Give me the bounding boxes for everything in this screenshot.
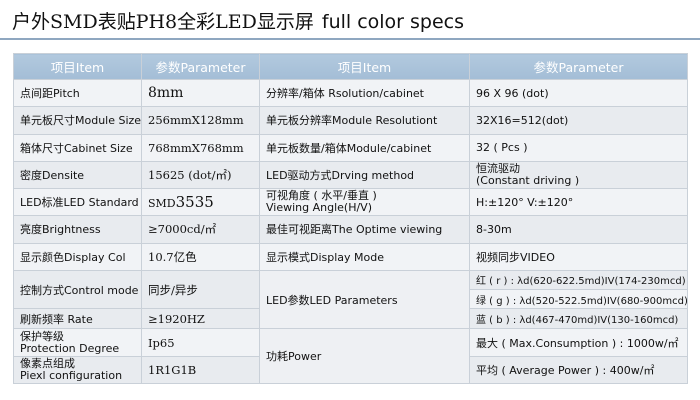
- item-resolution-cabinet: 分辨率/箱体 Rsolution/cabinet: [259, 78, 470, 108]
- item-module-per-cabinet: 单元板数量/箱体Module/cabinet: [259, 133, 470, 162]
- item-protection-degree: 保护等级 Protection Degree: [13, 328, 142, 357]
- value-led-standard: SMD3535: [141, 188, 260, 217]
- item-display-color: 显示颜色Display Col: [13, 242, 142, 271]
- value-control-mode: 同步/异步: [141, 269, 260, 310]
- item-driving-method: LED驱动方式Drving method: [259, 160, 470, 190]
- value-led-blue: 蓝 ( b ) : λd(467-470md)IV(130-160mcd): [469, 308, 688, 330]
- item-viewing-angle-en: Viewing Angle(H/V): [266, 201, 372, 215]
- item-pixel-configuration-en: Piexl configuration: [20, 368, 123, 382]
- item-brightness: 亮度Brightness: [13, 215, 142, 244]
- item-protection-degree-en: Protection Degree: [20, 341, 120, 355]
- item-pitch: 点间距Pitch: [13, 78, 142, 108]
- item-viewing-distance: 最佳可视距离The Optime viewing: [259, 215, 470, 244]
- table-header-row: 项目Item 参数Parameter 项目Item 参数Parameter: [13, 53, 688, 80]
- table-row: 刷新频率 Rate ≥1920HZ 蓝 ( b ) : λd(467-470md…: [13, 308, 688, 330]
- value-led-red: 红 ( r ) : λd(620-622.5md)IV(174-230mcd): [469, 269, 688, 291]
- table-row: 单元板尺寸Module Size 256mmX128mm 单元板分辨率Modul…: [13, 106, 688, 135]
- title-divider: [0, 38, 700, 40]
- value-refresh-rate: ≥1920HZ: [141, 308, 260, 330]
- value-cabinet-size: 768mmX768mm: [141, 133, 260, 162]
- table-row: 绿 ( g ) : λd(520-522.5md)IV(680-900mcd): [14, 289, 688, 310]
- value-pitch: 8mm: [141, 78, 260, 108]
- table-row: 箱体尺寸Cabinet Size 768mmX768mm 单元板数量/箱体Mod…: [13, 133, 688, 162]
- value-led-standard-size: 3535: [175, 193, 214, 212]
- table-row: 控制方式Control mode 同步/异步 LED参数LED Paramete…: [13, 269, 688, 330]
- item-display-mode: 显示模式Display Mode: [259, 242, 470, 271]
- value-module-per-cabinet: 32 ( Pcs ): [469, 133, 688, 162]
- value-display-color: 10.7亿色: [141, 242, 260, 271]
- value-protection-degree: Ip65: [141, 328, 260, 357]
- page-title: 户外SMD表贴PH8全彩LED显示屏 full color specs: [12, 9, 464, 35]
- header-item-right: 项目Item: [259, 53, 470, 80]
- item-pixel-configuration: 像素点组成 Piexl configuration: [13, 355, 142, 385]
- item-led-standard: LED标准LED Standard: [13, 188, 142, 217]
- item-control-mode: 控制方式Control mode: [13, 269, 142, 310]
- value-pixel-configuration: 1R1G1B: [141, 355, 260, 385]
- value-module-resolution: 32X16=512(dot): [469, 106, 688, 135]
- item-led-parameters: LED参数LED Parameters: [259, 269, 470, 330]
- value-resolution-cabinet: 96 X 96 (dot): [469, 78, 688, 108]
- table-row: 亮度Brightness ≥7000cd/㎡ 最佳可视距离The Optime …: [13, 215, 688, 244]
- table-row: 点间距Pitch 8mm 分辨率/箱体 Rsolution/cabinet 96…: [13, 78, 688, 108]
- value-led-standard-type: SMD: [148, 197, 176, 211]
- item-module-size: 单元板尺寸Module Size: [13, 106, 142, 135]
- value-density: 15625 (dot/㎡): [141, 160, 260, 190]
- item-protection-degree-cn: 保护等级: [20, 329, 64, 343]
- title-cn: 户外SMD表贴PH8全彩LED显示屏: [12, 11, 314, 33]
- table-row: 像素点组成 Piexl configuration 1R1G1B 平均 ( Av…: [13, 355, 688, 385]
- item-power: 功耗Power: [259, 328, 470, 384]
- value-viewing-angle: H:±120° V:±120°: [469, 188, 688, 217]
- item-refresh-rate: 刷新频率 Rate: [13, 308, 142, 330]
- spec-table: 项目Item 参数Parameter 项目Item 参数Parameter 点间…: [13, 53, 688, 385]
- value-driving-method-en: (Constant driving ): [476, 173, 580, 187]
- table-row: LED标准LED Standard SMD3535 可视角度 ( 水平/垂直 )…: [13, 188, 688, 217]
- item-density: 密度Densite: [13, 160, 142, 190]
- header-parameter-right: 参数Parameter: [469, 53, 688, 80]
- value-led-green: 绿 ( g ) : λd(520-522.5md)IV(680-900mcd): [469, 289, 688, 310]
- value-power-max: 最大 ( Max.Consumption ) : 1000w/㎡: [469, 328, 688, 357]
- value-driving-method-cn: 恒流驱动: [476, 161, 520, 175]
- table-row: 显示颜色Display Col 10.7亿色 显示模式Display Mode …: [13, 242, 688, 271]
- header-item-left: 项目Item: [13, 53, 142, 80]
- value-viewing-distance: 8-30m: [469, 215, 688, 244]
- value-brightness: ≥7000cd/㎡: [141, 215, 260, 244]
- table-row: 密度Densite 15625 (dot/㎡) LED驱动方式Drving me…: [13, 160, 688, 190]
- value-module-size: 256mmX128mm: [141, 106, 260, 135]
- value-driving-method: 恒流驱动 (Constant driving ): [469, 160, 688, 190]
- value-power-average: 平均 ( Average Power ) : 400w/㎡: [469, 355, 688, 385]
- item-pixel-configuration-cn: 像素点组成: [20, 356, 75, 370]
- table-row: 保护等级 Protection Degree Ip65 功耗Power 最大 (…: [13, 328, 688, 384]
- header-parameter-left: 参数Parameter: [141, 53, 260, 80]
- item-cabinet-size: 箱体尺寸Cabinet Size: [13, 133, 142, 162]
- value-display-mode: 视频同步VIDEO: [469, 242, 688, 271]
- item-viewing-angle-cn: 可视角度 ( 水平/垂直 ): [266, 189, 377, 203]
- title-en: full color specs: [321, 11, 465, 33]
- item-module-resolution: 单元板分辨率Module Resolutiont: [259, 106, 470, 135]
- item-viewing-angle: 可视角度 ( 水平/垂直 ) Viewing Angle(H/V): [259, 188, 470, 217]
